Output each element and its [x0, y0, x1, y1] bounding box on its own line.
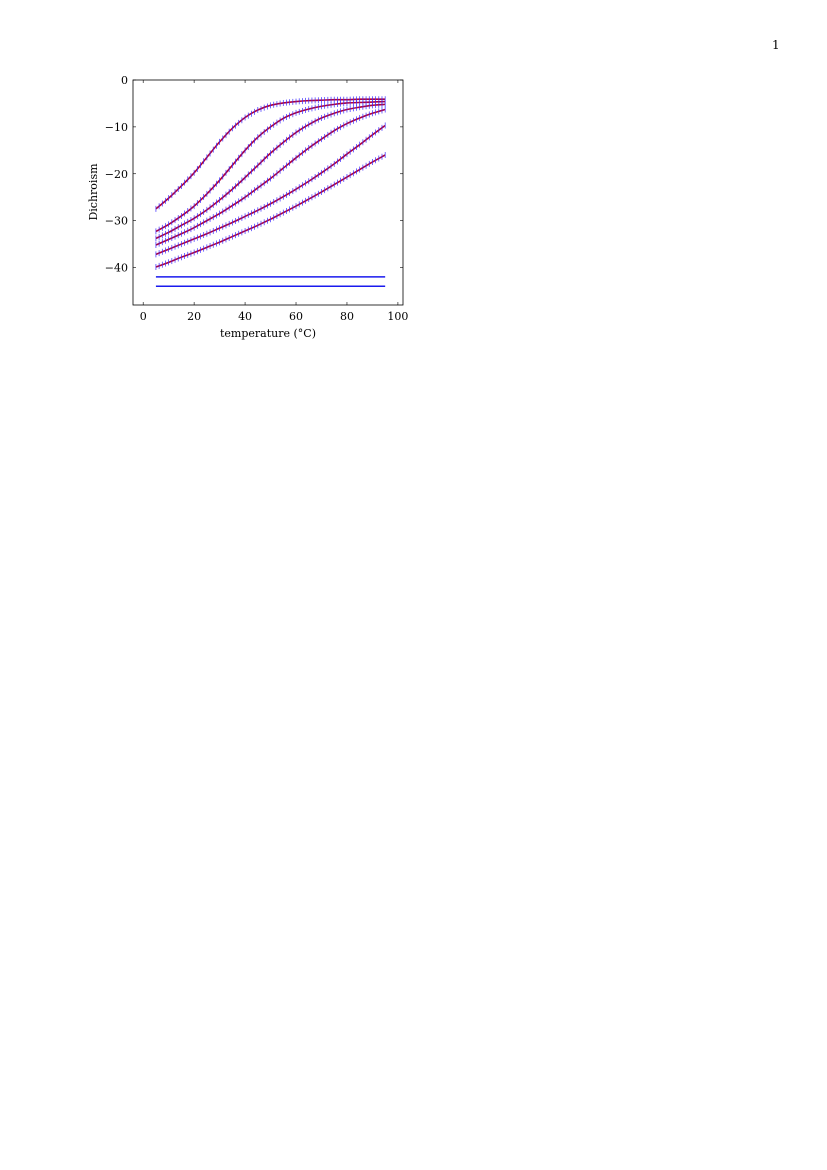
series-6 [155, 152, 386, 271]
x-tick-label: 60 [289, 310, 303, 323]
series-6-markers [155, 152, 386, 271]
dichroism-chart: 0 20 40 60 80 100 0 −10 −20 −30 −40 temperature (°… [87, 74, 409, 340]
x-tick-label: 80 [340, 310, 354, 323]
series-5 [155, 122, 386, 258]
x-axis-label: temperature (°C) [220, 327, 316, 340]
x-tick-label: 40 [238, 310, 252, 323]
x-tick-label: 20 [187, 310, 201, 323]
axis-frame [132, 79, 404, 306]
series-2 [155, 98, 386, 235]
x-tick-label: 0 [140, 310, 147, 323]
y-tick-label: −10 [105, 121, 128, 134]
plot-area [155, 96, 386, 287]
y-tick-label: −40 [105, 262, 128, 275]
y-axis-label: Dichroism [87, 163, 100, 221]
y-tick-label: −30 [105, 215, 128, 228]
series-4-markers [155, 106, 386, 248]
axis-ticks: 0 20 40 60 80 100 0 −10 −20 −30 −40 [105, 74, 409, 323]
series-6-fit-line [155, 154, 386, 268]
series-3-markers [155, 101, 386, 242]
series-2-markers [155, 98, 386, 235]
page-number: 1 [772, 38, 780, 52]
series-5-fit-line [155, 124, 386, 256]
series-5-markers [155, 122, 386, 258]
x-tick-label: 100 [387, 310, 408, 323]
series-4 [155, 106, 386, 248]
y-tick-label: −20 [105, 168, 128, 181]
series-3 [155, 101, 386, 242]
y-tick-label: 0 [121, 74, 128, 87]
